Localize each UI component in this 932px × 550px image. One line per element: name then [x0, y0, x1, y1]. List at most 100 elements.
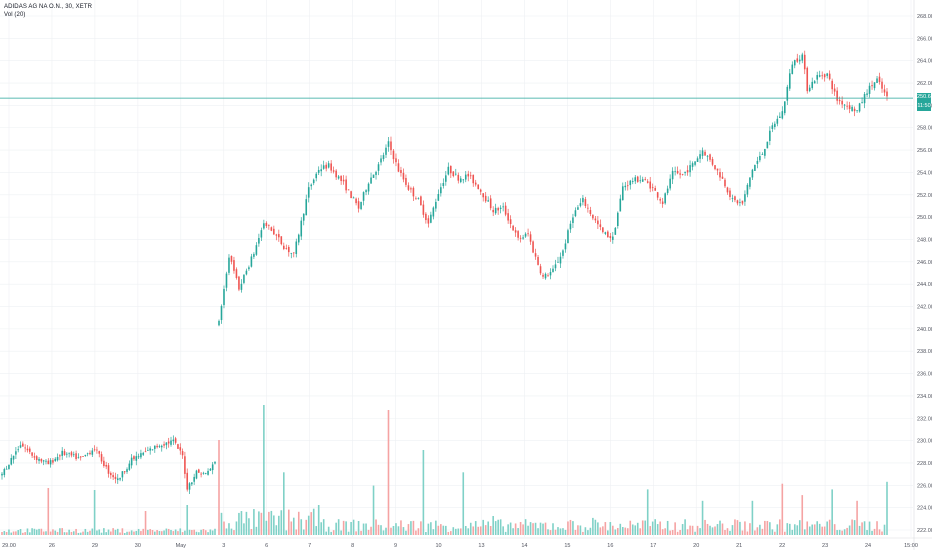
candle: [651, 186, 654, 188]
candle: [626, 185, 629, 187]
candle: [537, 257, 539, 265]
prev-candle: [163, 444, 165, 446]
volume-bar: [442, 525, 445, 535]
prev-candle: [10, 458, 13, 465]
candle: [273, 228, 275, 235]
candle: [350, 191, 352, 199]
volume-bar: [116, 528, 119, 535]
time-axis[interactable]: 29.00 26 29 30 May 3 6 7 8 9 10 13 14 15 16 17 20 21 22 23 2…: [2, 543, 918, 549]
candle: [340, 175, 342, 182]
candle: [494, 207, 497, 214]
candle: [569, 223, 572, 230]
volume-bar: [597, 522, 599, 535]
candle: [442, 183, 445, 187]
candle: [589, 209, 592, 215]
volume-bar: [177, 531, 179, 535]
time-tick-label: 13: [478, 543, 484, 549]
volume-bar: [52, 529, 54, 535]
volume-bar: [445, 525, 447, 535]
candle: [572, 217, 574, 224]
candle: [457, 174, 460, 181]
candle: [509, 219, 512, 225]
time-tick-label: 15: [564, 543, 570, 549]
price-tick-label: 240.00: [917, 327, 932, 333]
volume-bar: [370, 526, 372, 535]
volume-bar: [796, 525, 799, 535]
prev-candle: [158, 446, 161, 447]
prev-candle: [116, 478, 119, 481]
volume-bar: [238, 512, 240, 535]
candle: [659, 199, 661, 201]
volume-bar: [562, 528, 564, 535]
volume-bar: [579, 525, 582, 535]
price-tick-label: 246.00: [917, 260, 932, 266]
time-tick-label: 23: [822, 543, 828, 549]
volume-bar: [330, 531, 332, 535]
prev-candle: [172, 439, 175, 442]
candle: [671, 170, 674, 180]
candle: [669, 178, 671, 189]
volume-bar: [604, 522, 607, 535]
candle: [332, 170, 335, 172]
prev-candle: [177, 444, 179, 449]
prev-candle: [84, 454, 87, 457]
prev-candle: [186, 472, 189, 490]
candle: [769, 130, 771, 141]
volume-bar: [739, 521, 741, 535]
volume-bar: [614, 529, 617, 535]
volume-bar: [482, 519, 485, 535]
volume-bar: [714, 526, 716, 535]
price-tick-label: 268.00: [917, 14, 932, 20]
candle: [392, 150, 395, 160]
volume-bar: [472, 526, 475, 535]
candle: [739, 202, 741, 203]
volume-bar: [833, 524, 836, 535]
volume-bar: [450, 531, 452, 535]
volume-bar: [387, 410, 390, 535]
volume-bar: [377, 524, 380, 535]
volume-bar: [107, 529, 110, 535]
volume-bar: [412, 520, 415, 535]
prev-candle: [174, 438, 177, 443]
volume-bar: [462, 472, 465, 535]
candle: [502, 206, 504, 208]
prev-candle: [149, 448, 151, 451]
prev-candle: [12, 455, 15, 460]
volume-bar: [766, 520, 769, 535]
candle: [719, 172, 721, 178]
price-axis[interactable]: 268.00266.00264.00262.00260.00258.00256.…: [917, 14, 932, 534]
volume-bar: [3, 531, 6, 535]
volume-bar: [781, 483, 784, 535]
volume-bar: [430, 522, 432, 535]
volume-bar: [427, 523, 430, 535]
volume-bar: [225, 528, 228, 535]
volume-bar: [594, 519, 597, 535]
volume-bar: [873, 528, 876, 535]
prev-candle: [19, 445, 22, 448]
volume-bar: [355, 531, 357, 535]
candle: [228, 257, 230, 273]
candle: [604, 232, 607, 234]
candle: [594, 218, 597, 221]
volume-bar: [243, 523, 245, 535]
prev-candle: [89, 452, 91, 455]
candle: [691, 163, 694, 167]
volume-bar: [119, 532, 121, 535]
prev-candle: [128, 463, 131, 470]
prev-candle: [42, 460, 45, 462]
candle: [370, 177, 372, 184]
prev-candle: [130, 457, 133, 466]
volume-bar: [811, 524, 814, 535]
candle: [661, 201, 664, 205]
volume-bar: [798, 520, 801, 535]
volume-bar: [671, 530, 674, 535]
volume-bar: [75, 528, 77, 535]
candle: [255, 245, 258, 255]
prev-candle: [93, 449, 96, 451]
time-tick-label: 14: [521, 543, 527, 549]
candle: [258, 238, 260, 244]
candle: [263, 223, 265, 229]
price-tick-label: 264.00: [917, 59, 932, 65]
volume-bar: [477, 526, 480, 535]
